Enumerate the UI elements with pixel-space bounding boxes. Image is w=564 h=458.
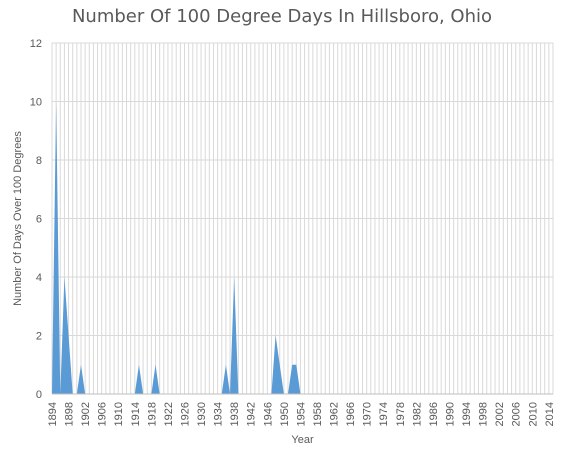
x-tick-label: 1898 [64, 402, 76, 426]
data-area [52, 101, 553, 394]
y-tick-label: 6 [36, 214, 42, 226]
x-tick-label: 1970 [362, 402, 374, 426]
x-tick-label: 2014 [544, 402, 556, 426]
x-tick-label: 1954 [295, 402, 307, 426]
y-tick-label: 8 [36, 155, 42, 167]
x-tick-label: 2010 [527, 402, 539, 426]
x-tick-label: 1966 [345, 402, 357, 426]
x-tick-label: 1938 [229, 402, 241, 426]
x-tick-label: 1982 [411, 402, 423, 426]
y-tick-label: 10 [30, 97, 42, 109]
y-tick-labels: 0 2 4 6 8 10 12 [30, 38, 42, 401]
x-tick-label: 1950 [279, 402, 291, 426]
x-axis-title: Year [291, 434, 314, 446]
y-axis-title: Number Of Days Over 100 Degrees [12, 131, 24, 306]
x-tick-label: 1974 [378, 402, 390, 426]
x-tick-label: 1922 [163, 402, 175, 426]
y-tick-label: 2 [36, 331, 42, 343]
x-tick-label: 1990 [444, 402, 456, 426]
y-tick-label: 12 [30, 38, 42, 50]
y-tick-label: 4 [36, 272, 42, 284]
x-tick-label: 1946 [262, 402, 274, 426]
x-tick-labels: 1894 1898 1902 1906 1910 1914 1918 1922 1926 1930… [47, 402, 556, 426]
x-tick-label: 1894 [47, 402, 59, 426]
x-tick-label: 1942 [246, 402, 258, 426]
x-tick-label: 1914 [130, 402, 142, 426]
x-tick-label: 1978 [395, 402, 407, 426]
x-tick-label: 1926 [179, 402, 191, 426]
x-tick-label: 1906 [97, 402, 109, 426]
x-tick-label: 1930 [196, 402, 208, 426]
x-tick-label: 1934 [213, 402, 225, 426]
y-tick-label: 0 [36, 389, 42, 401]
x-tick-label: 2002 [494, 402, 506, 426]
x-tick-label: 2006 [511, 402, 523, 426]
x-tick-label: 1962 [329, 402, 341, 426]
x-tick-label: 1902 [80, 402, 92, 426]
x-tick-label: 1910 [113, 402, 125, 426]
x-tick-label: 1958 [312, 402, 324, 426]
chart-title: Number Of 100 Degree Days In Hillsboro, … [71, 6, 493, 27]
x-tick-label: 1918 [146, 402, 158, 426]
x-tick-label: 1986 [428, 402, 440, 426]
series-area [52, 101, 553, 394]
x-tick-label: 1998 [478, 402, 490, 426]
gridlines [51, 42, 554, 395]
x-tick-label: 1994 [461, 402, 473, 426]
